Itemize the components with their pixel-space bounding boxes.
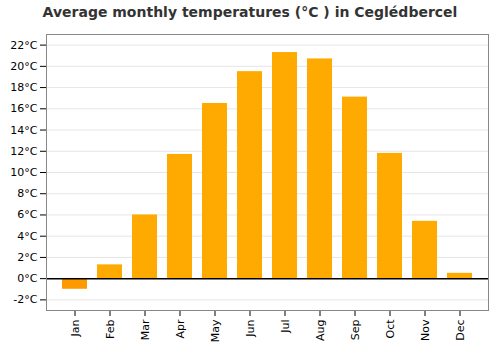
svg-text:-2°C: -2°C	[13, 293, 37, 306]
svg-text:10°C: 10°C	[10, 166, 37, 179]
svg-text:May: May	[209, 319, 222, 342]
svg-text:Oct: Oct	[384, 319, 397, 339]
svg-text:12°C: 12°C	[10, 145, 37, 158]
svg-text:14°C: 14°C	[10, 124, 37, 137]
svg-text:Aug: Aug	[314, 320, 327, 341]
svg-text:Apr: Apr	[174, 319, 187, 339]
svg-text:2°C: 2°C	[17, 251, 37, 264]
svg-text:8°C: 8°C	[17, 187, 37, 200]
svg-text:Jul: Jul	[279, 320, 292, 334]
svg-text:0°C: 0°C	[17, 272, 37, 285]
svg-text:16°C: 16°C	[10, 102, 37, 115]
svg-text:Feb: Feb	[104, 319, 117, 338]
svg-text:22°C: 22°C	[10, 39, 37, 52]
html-text:Average monthly temperatures (: Average monthly temperatures (°C ) in Ce…	[42, 4, 458, 20]
svg-text:4°C: 4°C	[17, 230, 37, 243]
svg-text:6°C: 6°C	[17, 208, 37, 221]
svg-text:Sep: Sep	[349, 319, 362, 340]
svg-text:18°C: 18°C	[10, 81, 37, 94]
svg-text:20°C: 20°C	[10, 60, 37, 73]
svg-text:Jun: Jun	[244, 319, 257, 337]
svg-text:Nov: Nov	[419, 319, 432, 341]
svg-text:Mar: Mar	[139, 319, 152, 340]
svg-text:Jan: Jan	[69, 319, 82, 337]
svg-text:Dec: Dec	[454, 320, 467, 341]
